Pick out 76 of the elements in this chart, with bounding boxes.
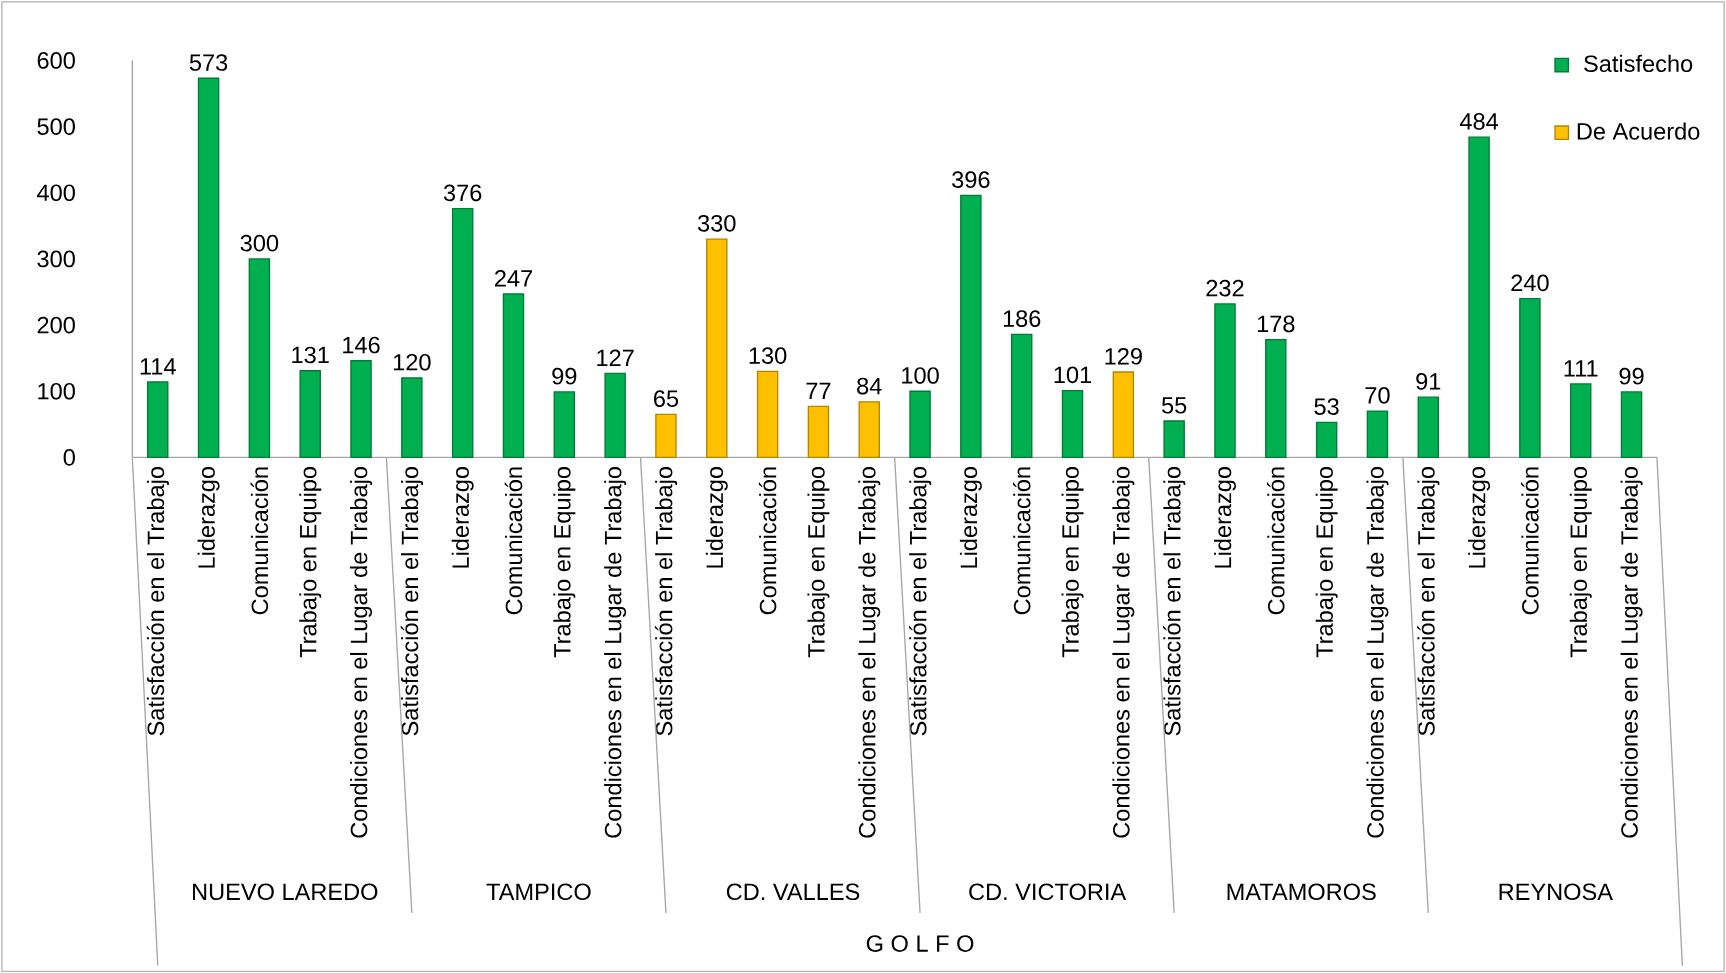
y-tick-label: 200 <box>37 316 75 334</box>
data-label: 127 <box>597 349 634 366</box>
x-tick-label: Condiciones en el Lugar de Trabajo <box>604 466 627 838</box>
data-label: 484 <box>1459 112 1499 130</box>
data-label: 573 <box>189 54 228 71</box>
x-tick-label: Trabajo en Equipo <box>299 466 322 658</box>
y-tick-label: 600 <box>37 51 75 69</box>
x-tick-label: Condiciones en el Lugar de Trabajo <box>1620 466 1643 838</box>
data-label: 120 <box>393 353 431 371</box>
x-tick-label: Condiciones en el Lugar de Trabajo <box>858 466 881 838</box>
data-label: 77 <box>806 382 831 399</box>
x-tick-label: Satisfacción en el Trabajo <box>400 466 423 736</box>
x-tick-label: Liderazgo <box>705 466 728 568</box>
data-label: 53 <box>1314 398 1339 415</box>
text: MATAMOROS <box>1227 883 1376 900</box>
data-label: 101 <box>1054 366 1092 384</box>
x-tick-label: Comunicación <box>504 467 523 615</box>
data-label: 300 <box>240 234 279 252</box>
data-label: 247 <box>494 270 532 287</box>
x-tick-label: Comunicación <box>1267 467 1285 615</box>
data-label: 396 <box>952 171 990 188</box>
text: TAMPICO <box>486 883 591 900</box>
x-tick-label: Comunicación <box>758 467 777 615</box>
data-label: 232 <box>1206 279 1244 297</box>
data-label: 99 <box>1619 367 1644 385</box>
data-label: 131 <box>292 346 329 364</box>
x-tick-label: Satisfacción en el Trabajo <box>908 466 932 736</box>
x-tick-label: Comunicación <box>1012 467 1031 615</box>
x-tick-label: Trabajo en Equipo <box>807 466 830 658</box>
x-tick-label: Satisfacción en el Trabajo <box>654 466 678 736</box>
legend-label: Satisfecho <box>1584 54 1693 72</box>
x-axis-title: G O L F O <box>866 935 974 952</box>
data-label: 130 <box>749 347 787 364</box>
data-label: 178 <box>1257 315 1295 333</box>
x-tick-label: Trabajo en Equipo <box>1315 466 1338 658</box>
data-label: 99 <box>552 367 577 385</box>
x-tick-label: Liderazgo <box>959 466 982 568</box>
x-tick-label: Satisfacción en el Trabajo <box>1163 466 1186 736</box>
y-tick-label: 300 <box>37 250 75 268</box>
x-tick-label: Condiciones en el Lugar de Trabajo <box>1112 466 1135 838</box>
y-tick-label: 100 <box>38 382 75 400</box>
data-label: 111 <box>1564 360 1598 377</box>
x-tick-label: Liderazgo <box>1214 466 1236 568</box>
x-tick-label: Condiciones en el Lugar de Trabajo <box>1366 466 1389 838</box>
data-label: 129 <box>1105 347 1142 365</box>
data-label: 65 <box>654 390 679 407</box>
x-tick-label: Comunicación <box>250 467 269 615</box>
x-tick-label: Liderazgo <box>451 466 474 568</box>
data-label: 55 <box>1162 397 1187 414</box>
data-label: 146 <box>343 336 380 354</box>
x-tick-label: Trabajo en Equipo <box>1061 466 1084 658</box>
x-tick-label: Satisfacción en el Trabajo <box>146 466 169 736</box>
x-tick-label: Comunicación <box>1521 467 1539 615</box>
data-label: 84 <box>857 377 882 395</box>
data-label: 330 <box>697 214 736 232</box>
data-label: 100 <box>902 367 939 384</box>
text: REYNOSA <box>1499 883 1613 900</box>
x-tick-label: Satisfacción en el Trabajo <box>1417 466 1440 736</box>
x-tick-label: Trabajo en Equipo <box>553 466 576 658</box>
legend-label: De Acuerdo <box>1577 122 1700 140</box>
x-tick-label: Liderazgo <box>1468 466 1491 568</box>
y-tick-label: 500 <box>37 118 75 135</box>
data-label: 91 <box>1416 372 1441 390</box>
y-tick-label: 0 <box>63 448 75 466</box>
x-tick-label: Liderazgo <box>197 466 220 568</box>
y-tick-label: 400 <box>37 184 75 201</box>
data-label: 186 <box>1003 310 1041 327</box>
text: CD. VALLES <box>726 883 860 900</box>
text: CD. VICTORIA <box>969 883 1127 900</box>
data-label: 114 <box>140 358 176 375</box>
x-tick-label: Condiciones en el Lugar de Trabajo <box>350 466 373 838</box>
data-label: 240 <box>1511 274 1549 292</box>
data-label: 376 <box>443 184 482 202</box>
data-label: 70 <box>1365 386 1390 404</box>
x-tick-label: Trabajo en Equipo <box>1569 466 1592 658</box>
text: NUEVO LAREDO <box>193 883 378 900</box>
